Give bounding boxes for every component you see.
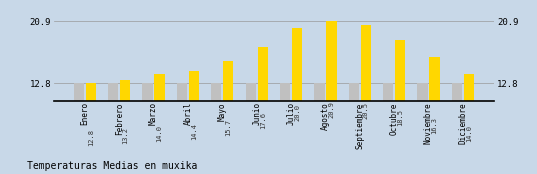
Text: 15.7: 15.7 xyxy=(226,119,231,136)
Bar xyxy=(326,21,337,174)
Bar xyxy=(245,83,256,174)
Bar xyxy=(292,28,302,174)
Bar xyxy=(452,83,462,174)
Bar xyxy=(155,74,165,174)
Bar xyxy=(86,83,96,174)
Text: 18.5: 18.5 xyxy=(397,109,403,126)
Bar xyxy=(258,47,268,174)
Bar xyxy=(395,40,405,174)
Text: 14.4: 14.4 xyxy=(191,123,197,140)
Text: Temperaturas Medias en muxika: Temperaturas Medias en muxika xyxy=(27,161,197,171)
Bar xyxy=(464,74,474,174)
Bar xyxy=(177,83,187,174)
Bar xyxy=(211,83,221,174)
Bar xyxy=(280,83,290,174)
Bar xyxy=(361,25,371,174)
Text: 14.0: 14.0 xyxy=(466,125,472,141)
Text: 16.3: 16.3 xyxy=(432,117,438,134)
Text: 20.5: 20.5 xyxy=(363,102,369,119)
Text: 17.6: 17.6 xyxy=(260,112,266,129)
Text: 20.9: 20.9 xyxy=(329,101,335,118)
Bar xyxy=(417,83,427,174)
Bar xyxy=(120,80,130,174)
Text: 20.0: 20.0 xyxy=(294,104,300,121)
Bar xyxy=(108,83,118,174)
Bar xyxy=(349,83,359,174)
Bar xyxy=(314,83,324,174)
Bar xyxy=(430,57,440,174)
Bar xyxy=(74,83,84,174)
Bar xyxy=(223,61,234,174)
Bar xyxy=(383,83,393,174)
Text: 12.8: 12.8 xyxy=(88,129,94,146)
Text: 14.0: 14.0 xyxy=(157,125,163,141)
Bar xyxy=(189,71,199,174)
Text: 13.2: 13.2 xyxy=(122,127,128,144)
Bar xyxy=(142,83,153,174)
